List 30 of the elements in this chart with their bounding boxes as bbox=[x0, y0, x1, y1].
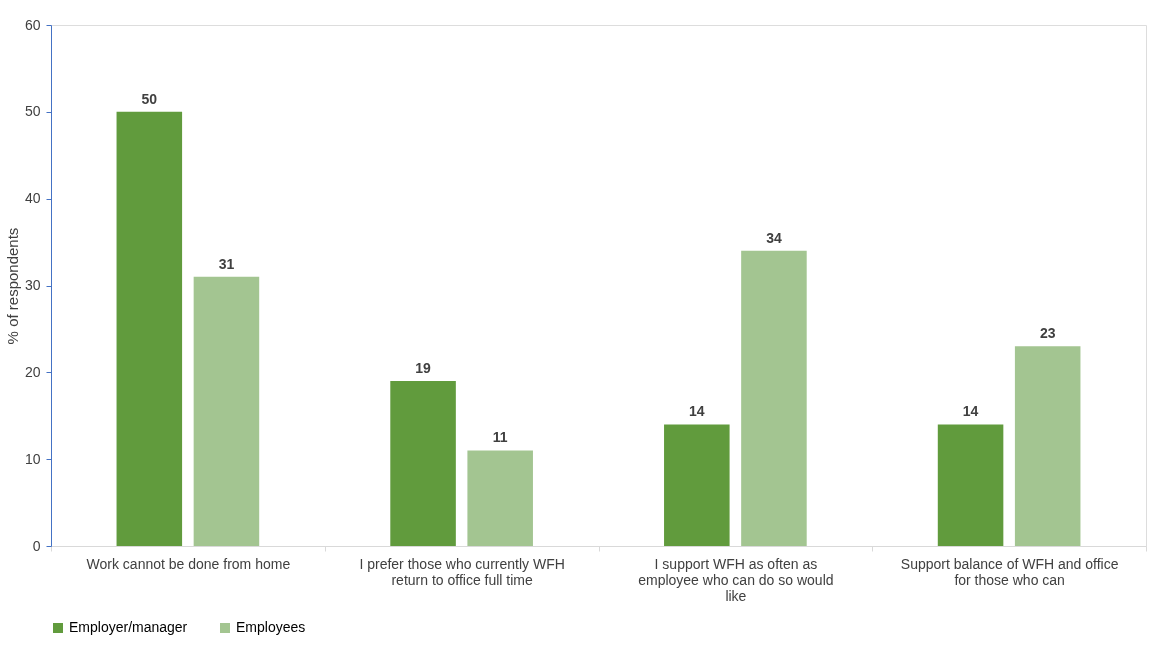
y-tick-label: 30 bbox=[24, 277, 41, 293]
data-label: 31 bbox=[218, 255, 235, 272]
data-label: 14 bbox=[689, 403, 705, 420]
data-label: 14 bbox=[962, 403, 979, 420]
y-tick-label: 40 bbox=[24, 190, 41, 207]
data-label: 50 bbox=[141, 90, 158, 107]
x-tick-label: I prefer those who currently WFH return to office full time bbox=[359, 555, 565, 588]
data-label: 11 bbox=[492, 429, 508, 446]
bar bbox=[467, 450, 533, 546]
x-tick-label: Support balance of WFH and office for those who can bbox=[900, 555, 1119, 588]
x-tick-label: Work cannot be done from home bbox=[86, 555, 291, 572]
y-tick-label: 20 bbox=[24, 363, 41, 380]
data-label: 34 bbox=[766, 229, 782, 246]
bar bbox=[741, 250, 807, 546]
legend-label: Employer/manager bbox=[69, 619, 188, 635]
y-tick-label: 60 bbox=[24, 16, 41, 33]
bar bbox=[390, 381, 456, 546]
data-label: 19 bbox=[415, 360, 432, 377]
data-label: 23 bbox=[1039, 325, 1056, 342]
bar bbox=[937, 424, 1004, 546]
x-tick-label: I support WFH as often as employee who can do so would like bbox=[638, 555, 834, 604]
bar bbox=[664, 424, 730, 546]
y-tick-label: 10 bbox=[24, 450, 41, 467]
y-tick-label: 50 bbox=[24, 103, 41, 120]
y-tick-label: 0 bbox=[32, 537, 41, 554]
bar bbox=[116, 111, 183, 546]
y-axis-title: % of respondents bbox=[3, 227, 21, 345]
bar bbox=[193, 276, 260, 546]
legend-label: Employees bbox=[236, 619, 306, 635]
bar bbox=[1014, 346, 1081, 546]
